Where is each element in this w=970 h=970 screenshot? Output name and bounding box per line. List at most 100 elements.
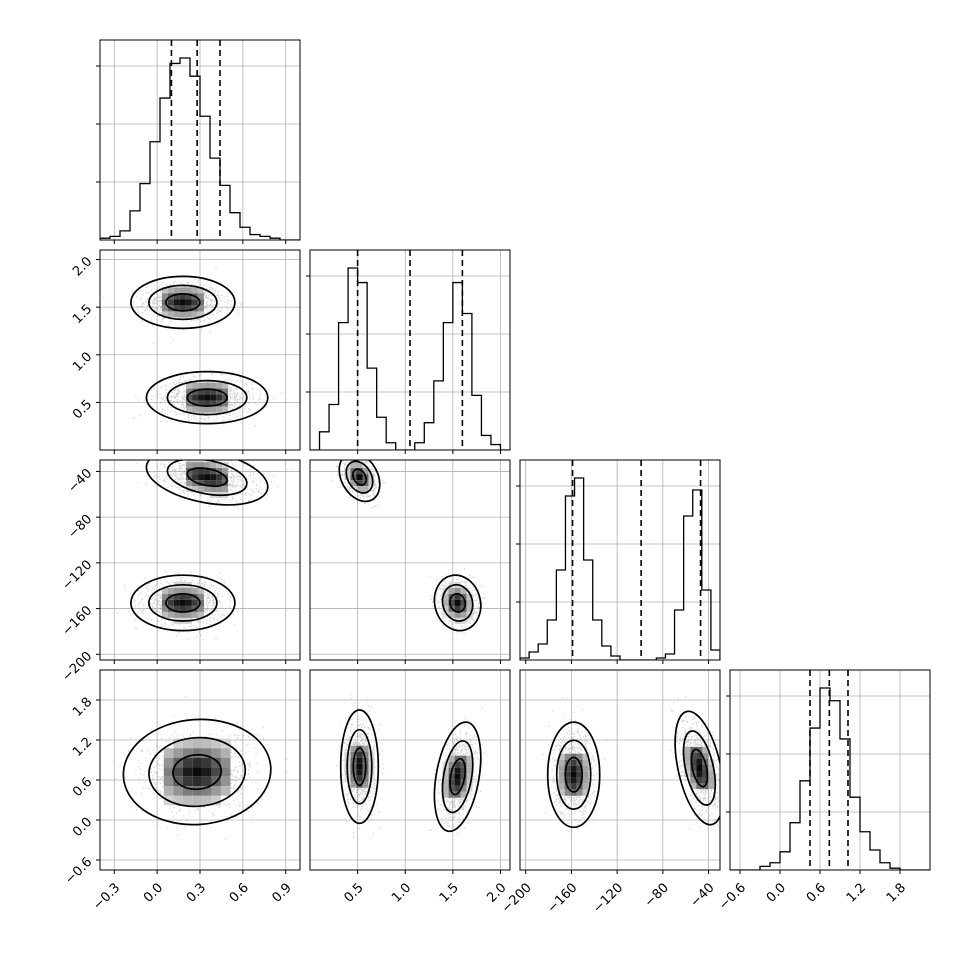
density-cell	[173, 293, 180, 300]
density-cell	[460, 611, 467, 618]
density-cell	[564, 765, 571, 772]
density-cell	[702, 747, 709, 753]
panel-frame	[99, 459, 301, 661]
density-cell	[204, 400, 211, 407]
panel-1-1	[306, 249, 511, 454]
density-cell	[216, 468, 223, 475]
density-cell	[192, 486, 199, 493]
density-cell	[210, 474, 217, 481]
density-cell	[192, 795, 202, 806]
density-cell	[221, 776, 231, 787]
density-cell	[191, 287, 198, 294]
density-cell	[576, 771, 583, 778]
density-cell	[186, 382, 193, 389]
density-cell	[182, 767, 193, 777]
y-tick-label: −120	[59, 558, 95, 594]
density-cell	[448, 779, 455, 786]
density-cell	[442, 791, 449, 798]
density-cell	[198, 468, 205, 475]
density-cell	[201, 795, 212, 806]
density-cell	[460, 755, 467, 762]
density-cell	[362, 751, 369, 758]
density-cell	[684, 759, 691, 765]
density-cell	[460, 767, 467, 774]
panel-frame	[519, 669, 721, 871]
density-cell	[173, 287, 180, 294]
density-cell	[191, 611, 198, 618]
density-cell	[221, 767, 231, 777]
density-cell	[448, 791, 455, 798]
density-cell	[185, 611, 192, 618]
density-cell	[216, 474, 223, 481]
contour-line	[122, 718, 272, 826]
density-cell	[201, 748, 212, 758]
density-cell	[222, 468, 229, 475]
panel-2-0: −200 −160 −120 −80 −40	[59, 459, 301, 685]
density-cell	[179, 599, 186, 606]
density-cell	[460, 785, 467, 792]
density-cell	[173, 738, 183, 749]
density-cell	[191, 599, 198, 606]
density-cell	[454, 791, 461, 798]
y-tick-label: −40	[65, 466, 95, 496]
density-cell	[167, 599, 174, 606]
density-cell	[201, 738, 212, 749]
density-cell	[201, 776, 212, 787]
density-cell	[211, 786, 221, 796]
x-tick-label: 0.0	[764, 880, 789, 905]
density-cell	[442, 785, 449, 792]
density-cell	[210, 382, 217, 389]
density-cell	[362, 775, 369, 782]
x-tick-label: −160	[545, 880, 581, 916]
density-cell	[191, 299, 198, 306]
density-cell	[204, 462, 211, 469]
density-cell	[192, 468, 199, 475]
density-cell	[702, 753, 709, 759]
density-cell	[192, 462, 199, 469]
density-cell	[222, 406, 229, 413]
contour-line	[346, 728, 373, 805]
density-cell	[702, 777, 709, 783]
density-cell	[356, 480, 363, 487]
contour-line	[130, 574, 236, 632]
contour-line	[449, 757, 467, 796]
density-cell	[466, 779, 473, 786]
density-cell	[210, 462, 217, 469]
density-cell	[161, 287, 168, 294]
density-cell	[167, 587, 174, 594]
contour-line	[145, 370, 269, 425]
density-cell	[564, 753, 571, 760]
density-cell	[454, 767, 461, 774]
density-cell	[192, 406, 199, 413]
density-cell	[466, 593, 473, 600]
density-cell	[558, 789, 565, 796]
density-cell	[204, 406, 211, 413]
x-tick-label: −80	[642, 880, 672, 910]
y-tick-label: 1.2	[70, 735, 95, 760]
density-cell	[161, 311, 168, 318]
y-tick-label: 0.0	[70, 815, 95, 840]
density-cell	[186, 480, 193, 487]
density-cell	[210, 388, 217, 395]
density-cell	[192, 767, 202, 777]
density-cell	[216, 382, 223, 389]
density-cell	[344, 468, 351, 475]
density-cell	[356, 763, 363, 770]
density-cell	[466, 773, 473, 780]
density-cell	[198, 394, 205, 401]
density-cell	[197, 299, 204, 306]
density-cell	[210, 480, 217, 487]
density-cell	[211, 795, 221, 806]
y-tick-label: 1.5	[70, 302, 95, 327]
density-cell	[185, 593, 192, 600]
contour-line	[145, 460, 269, 506]
contour-line	[674, 710, 720, 826]
contour-line	[186, 467, 228, 488]
density-cell	[210, 468, 217, 475]
density-cell	[454, 779, 461, 786]
x-tick-label: 1.0	[389, 880, 414, 905]
density-cell	[454, 605, 461, 612]
density-cell	[466, 605, 473, 612]
density-cell	[696, 783, 703, 789]
density-cell	[454, 773, 461, 780]
